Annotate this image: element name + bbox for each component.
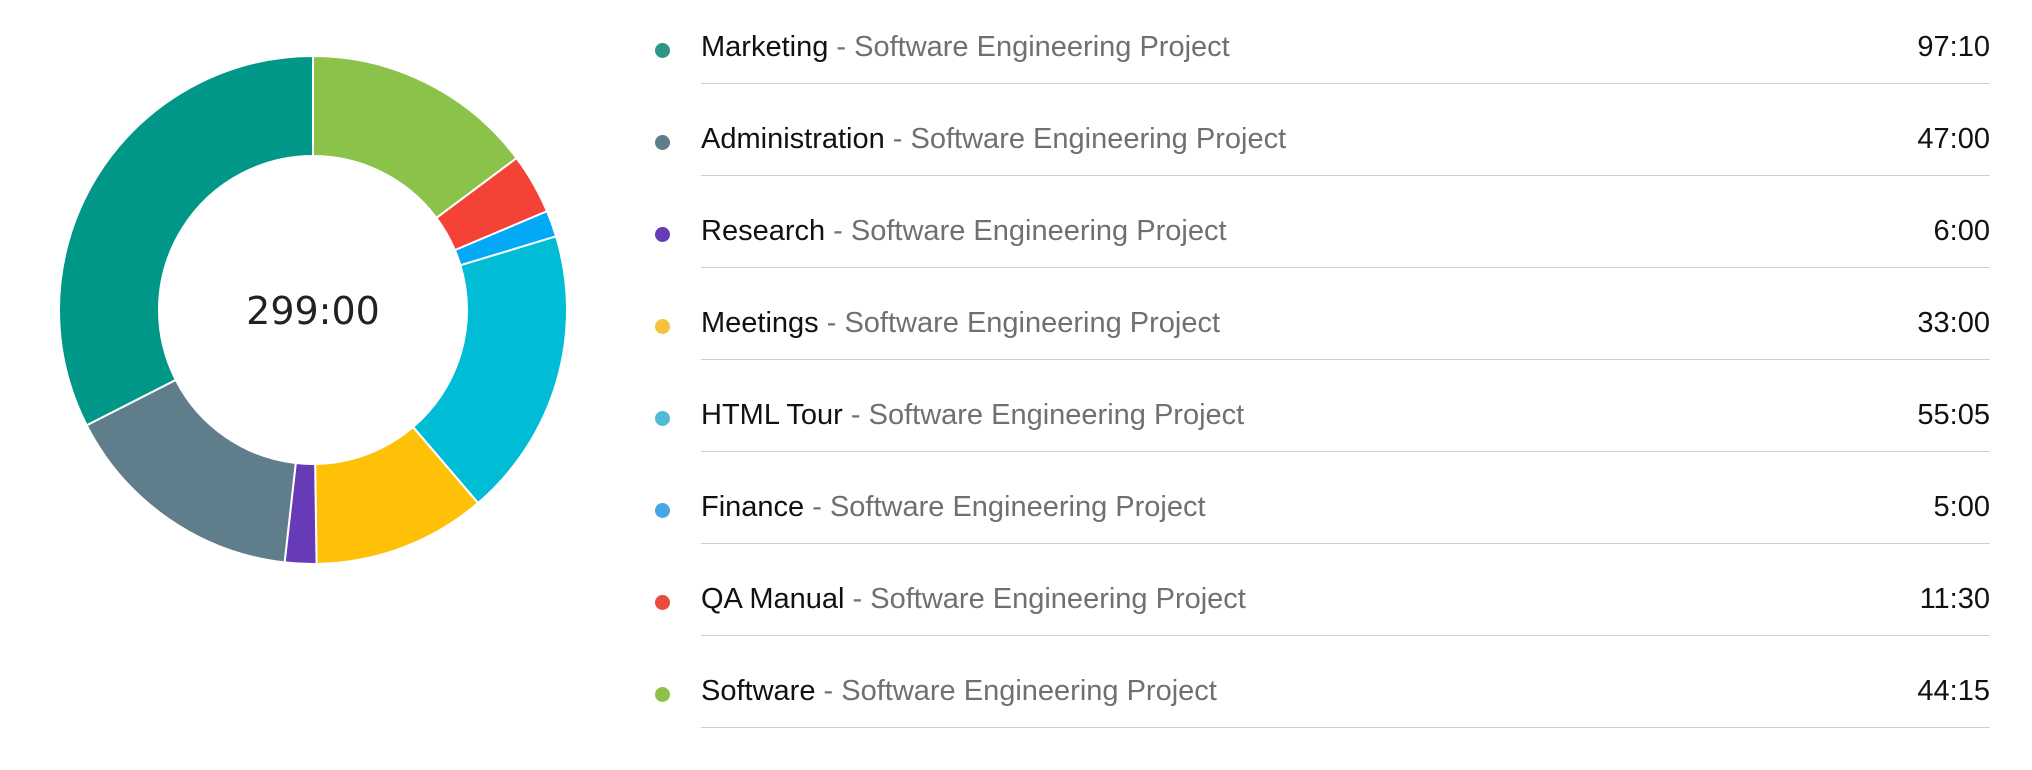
legend-duration-value: 55:05 <box>1917 399 1990 431</box>
donut-slice-html-tour[interactable] <box>411 235 568 505</box>
legend-label: Research - Software Engineering Project <box>701 213 1227 249</box>
legend-row-body: Software - Software Engineering Project 4… <box>701 644 1990 728</box>
legend-label: Marketing - Software Engineering Project <box>701 29 1230 65</box>
legend-color-dot <box>655 411 670 426</box>
legend-separator: - <box>818 307 845 339</box>
legend-duration-value: 5:00 <box>1933 491 1990 523</box>
legend-duration-value: 44:15 <box>1917 675 1990 707</box>
legend-separator: - <box>884 123 911 155</box>
legend-duration-value: 6:00 <box>1933 215 1990 247</box>
legend-duration-value: 11:30 <box>1919 583 1990 615</box>
legend-category-name: QA Manual <box>701 583 845 615</box>
legend-color-dot <box>655 135 670 150</box>
legend-label: QA Manual - Software Engineering Project <box>701 581 1246 617</box>
legend-project-name: Software Engineering Project <box>841 675 1217 707</box>
legend-label: Meetings - Software Engineering Project <box>701 305 1220 341</box>
legend-row-body: Research - Software Engineering Project 6… <box>701 184 1990 268</box>
legend-separator: - <box>844 583 871 615</box>
legend-separator: - <box>804 491 830 523</box>
legend-row-body: HTML Tour - Software Engineering Project… <box>701 368 1990 452</box>
legend-row[interactable]: QA Manual - Software Engineering Project… <box>655 552 1990 644</box>
legend-color-dot <box>655 319 670 334</box>
donut-chart-svg: 299:00 <box>58 55 568 565</box>
legend-category-name: Administration <box>701 123 885 155</box>
legend-row-body: Administration - Software Engineering Pr… <box>701 92 1990 176</box>
legend-row[interactable]: Finance - Software Engineering Project 5:… <box>655 460 1990 552</box>
legend-project-name: Software Engineering Project <box>850 215 1227 247</box>
legend-category-name: Research <box>701 215 826 247</box>
legend-project-name: Software Engineering Project <box>844 307 1221 339</box>
legend-color-dot <box>655 227 670 242</box>
legend-list: Marketing - Software Engineering Project… <box>655 0 1990 736</box>
legend-category-name: Meetings <box>701 307 819 339</box>
legend-color-dot <box>655 43 670 58</box>
legend-label: HTML Tour - Software Engineering Project <box>701 397 1244 433</box>
legend-row-body: Marketing - Software Engineering Project… <box>701 0 1990 84</box>
legend-row[interactable]: Software - Software Engineering Project 4… <box>655 644 1990 736</box>
legend-duration-value: 47:00 <box>1917 123 1990 155</box>
legend-row[interactable]: HTML Tour - Software Engineering Project… <box>655 368 1990 460</box>
legend-duration-value: 33:00 <box>1917 307 1990 339</box>
legend-row[interactable]: Meetings - Software Engineering Project 3… <box>655 276 1990 368</box>
legend-row-body: QA Manual - Software Engineering Project… <box>701 552 1990 636</box>
legend-color-dot <box>655 687 670 702</box>
legend-label: Software - Software Engineering Project <box>701 673 1217 709</box>
legend-row[interactable]: Administration - Software Engineering Pr… <box>655 92 1990 184</box>
donut-slices <box>58 55 568 565</box>
legend-project-name: Software Engineering Project <box>910 123 1287 155</box>
legend-color-dot <box>655 595 670 610</box>
legend-row[interactable]: Marketing - Software Engineering Project… <box>655 0 1990 92</box>
legend-label: Finance - Software Engineering Project <box>701 489 1206 525</box>
donut-slice-marketing[interactable] <box>58 55 314 427</box>
legend-category-name: Marketing <box>701 31 829 63</box>
donut-chart: 299:00 <box>58 55 568 565</box>
legend-project-name: Software Engineering Project <box>854 31 1230 63</box>
legend-separator: - <box>842 399 869 431</box>
legend-project-name: Software Engineering Project <box>870 583 1246 615</box>
legend-label: Administration - Software Engineering Pr… <box>701 121 1286 157</box>
legend-separator: - <box>825 215 851 247</box>
legend-separator: - <box>815 675 842 707</box>
legend-category-name: HTML Tour <box>701 399 843 431</box>
legend-duration-value: 97:10 <box>1917 31 1990 63</box>
legend-project-name: Software Engineering Project <box>829 491 1206 523</box>
legend-separator: - <box>828 31 855 63</box>
legend-row-body: Meetings - Software Engineering Project 3… <box>701 276 1990 360</box>
legend-color-dot <box>655 503 670 518</box>
legend-project-name: Software Engineering Project <box>868 399 1245 431</box>
legend-category-name: Software <box>701 675 816 707</box>
donut-center-total: 299:00 <box>246 289 380 333</box>
legend-category-name: Finance <box>701 491 805 523</box>
legend-row-body: Finance - Software Engineering Project 5:… <box>701 460 1990 544</box>
legend-row[interactable]: Research - Software Engineering Project 6… <box>655 184 1990 276</box>
